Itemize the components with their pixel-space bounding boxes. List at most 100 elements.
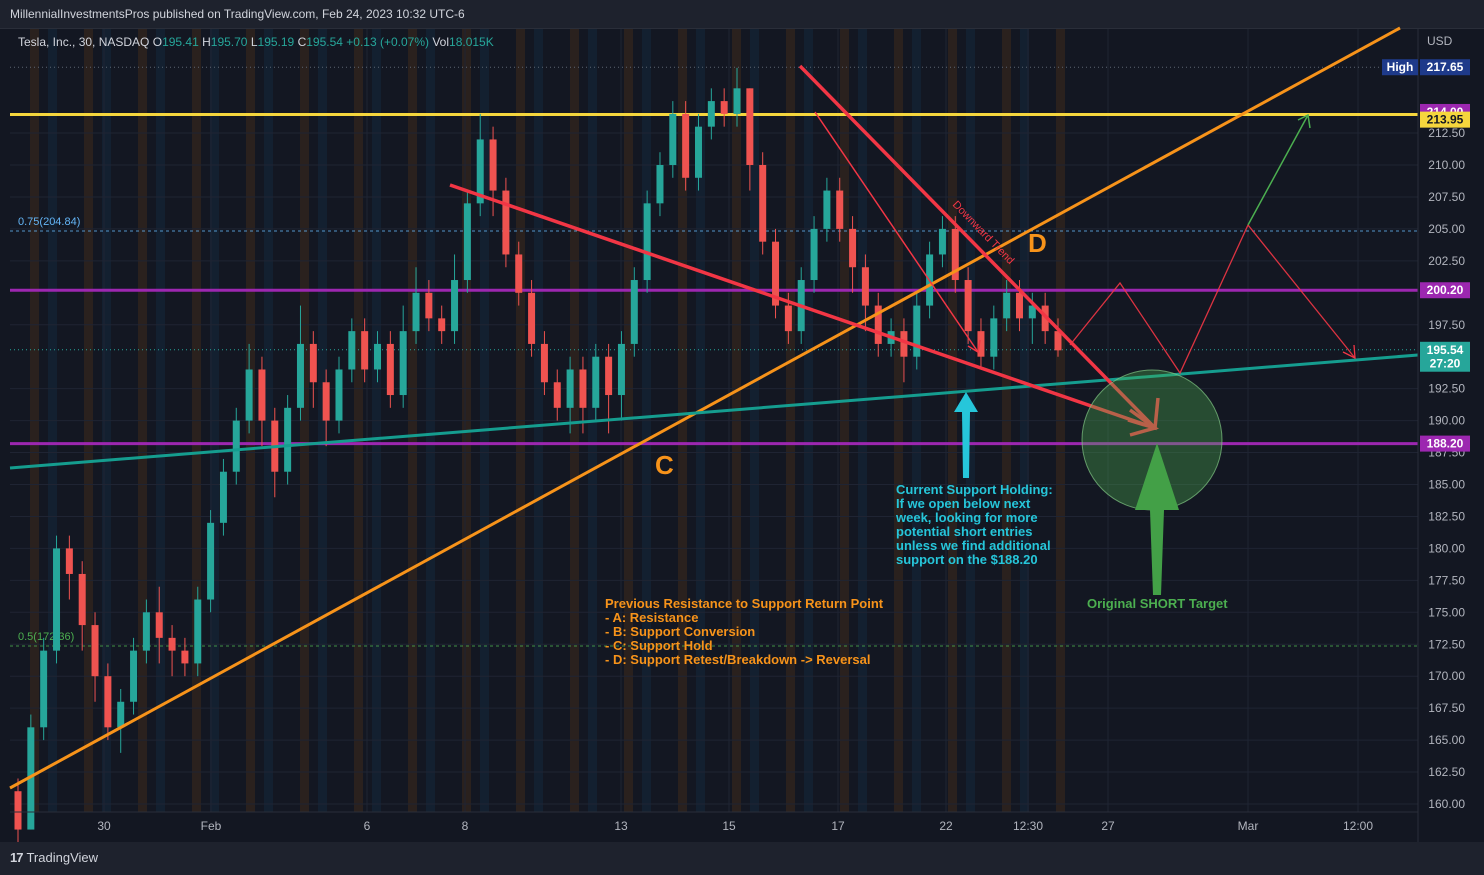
candle-body (130, 650, 138, 702)
volume-label: Vol (432, 35, 449, 49)
y-tick-label: 172.50 (1428, 637, 1465, 651)
x-tick-label: Mar (1238, 819, 1259, 833)
inner-down-arrowhead (967, 339, 981, 354)
symbol-name: Tesla, Inc., 30, NASDAQ (18, 35, 153, 49)
candle-body (322, 382, 330, 421)
candle-body (553, 382, 561, 408)
price-tag-bg (1420, 355, 1470, 372)
resistance-note-line: - B: Support Conversion (605, 624, 755, 639)
label-c: C (655, 450, 674, 480)
candle-body (810, 228, 818, 281)
candle-body (617, 343, 625, 396)
candle-body (232, 420, 240, 472)
candle-body (874, 305, 882, 344)
x-tick-label: 15 (722, 819, 736, 833)
candle-body (155, 612, 163, 638)
footer-bar: 17 TradingView (0, 842, 1484, 875)
candle-body (528, 292, 536, 344)
candle-body (977, 331, 985, 357)
open-label: O (153, 35, 162, 49)
candle-body (630, 280, 638, 344)
candle-body (861, 267, 869, 306)
y-tick-label: 207.50 (1428, 190, 1465, 204)
candle-body (181, 650, 189, 664)
candle-body (104, 676, 112, 728)
price-tag-label: High (1387, 60, 1414, 74)
support-note-line: week, looking for more (895, 510, 1038, 525)
candle-body (759, 165, 767, 242)
candle-body (399, 331, 407, 396)
x-tick-label: 8 (462, 819, 469, 833)
low-value: 195.19 (258, 35, 298, 49)
teal-support-line (9, 353, 1419, 470)
candle-body (451, 280, 459, 332)
candle-body (40, 650, 48, 728)
price-tag-bg (1420, 59, 1470, 76)
candle-body (592, 356, 600, 408)
y-tick-label: 192.50 (1428, 382, 1465, 396)
y-tick-label: 180.00 (1428, 541, 1465, 555)
publish-header: MillennialInvestmentsPros published on T… (0, 0, 1484, 29)
candle-body (309, 343, 317, 383)
bull-projection-arrowhead (1297, 113, 1311, 129)
high-value: 195.70 (211, 35, 251, 49)
candle-body (463, 203, 471, 281)
candle-body (900, 331, 908, 357)
x-tick-label: 12:30 (1013, 819, 1043, 833)
candle-body (438, 318, 446, 332)
price-tag-bg (1420, 282, 1470, 299)
candle-body (836, 190, 844, 229)
support-note-line: support on the $188.20 (896, 552, 1038, 567)
resistance-note-line: - C: Support Hold (605, 638, 713, 653)
bull-projection-line (1247, 114, 1309, 226)
candle-body (374, 343, 382, 370)
y-axis-panel (1418, 29, 1484, 812)
candle-body (53, 548, 61, 651)
candle-body (913, 305, 921, 357)
y-tick-label: 185.00 (1428, 478, 1465, 492)
price-tag-value: 200.20 (1427, 283, 1464, 297)
candle-body (425, 292, 433, 319)
resistance-note-line: Previous Resistance to Support Return Po… (605, 596, 884, 611)
candle-body (566, 369, 574, 408)
downward-trend-line (798, 64, 1157, 430)
price-tag-value: 195.54 (1427, 343, 1464, 357)
candle-body (656, 165, 664, 204)
volume-value: 18.015K (449, 35, 494, 49)
y-tick-label: 182.50 (1428, 509, 1465, 523)
tradingview-logo[interactable]: 17 TradingView (10, 850, 99, 865)
candle-body (117, 701, 125, 728)
candle-body (707, 101, 715, 127)
candle-body (91, 625, 99, 677)
red-trend-line (449, 183, 1156, 430)
x-tick-label: 27 (1101, 819, 1115, 833)
close-label: C (298, 35, 307, 49)
open-value: 195.41 (162, 35, 202, 49)
support-note-line: unless we find additional (896, 538, 1051, 553)
downward-trend-arrowhead (1127, 397, 1160, 431)
currency-label: USD (1427, 34, 1453, 48)
candle-body (643, 203, 651, 281)
candle-body (951, 228, 959, 281)
candle-body (489, 139, 497, 191)
y-tick-label: 210.00 (1428, 158, 1465, 172)
price-tag-bg (1420, 435, 1470, 452)
low-label: L (251, 35, 258, 49)
change-value: +0.13 (+0.07%) (346, 35, 432, 49)
y-tick-label: 202.50 (1428, 254, 1465, 268)
candle-body (284, 407, 292, 472)
symbol-legend: Tesla, Inc., 30, NASDAQ O195.41 H195.70 … (18, 35, 494, 49)
symbol-legend-text: Tesla, Inc., 30, NASDAQ O195.41 H195.70 … (18, 35, 494, 49)
candle-body (348, 331, 356, 370)
candle-body (720, 101, 728, 114)
price-tag-value: 213.95 (1427, 113, 1464, 127)
candle-body (361, 331, 369, 370)
candle-body (412, 292, 420, 332)
fib-level-label: 0.5(172.36) (18, 631, 74, 643)
projection-path (1069, 223, 1356, 375)
target-up-arrow (1135, 443, 1179, 595)
y-tick-label: 167.50 (1428, 701, 1465, 715)
candle-body (1003, 292, 1011, 319)
candle-body (1015, 292, 1023, 319)
